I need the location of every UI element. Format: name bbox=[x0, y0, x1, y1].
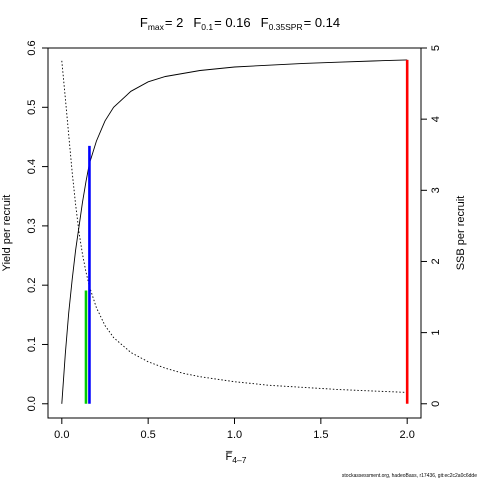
y-left-tick-label: 0.1 bbox=[26, 337, 38, 352]
y-left-tick-label: 0.5 bbox=[26, 100, 38, 115]
y-right-tick-label: 0 bbox=[430, 401, 442, 407]
y-left-tick-label: 0.0 bbox=[26, 396, 38, 411]
fmax-label: F bbox=[140, 15, 148, 30]
x-axis-subscript: 4–7 bbox=[232, 455, 246, 465]
y-left-tick-label: 0.2 bbox=[26, 278, 38, 293]
reference-lines-layer bbox=[84, 59, 409, 404]
fspr-label: F bbox=[261, 15, 269, 30]
y-right-tick-label: 4 bbox=[430, 116, 442, 122]
y-axis-left-title: Yield per recruit bbox=[1, 195, 13, 272]
x-tick-label: 1.5 bbox=[313, 429, 328, 441]
y-axis-right-title: SSB per recruit bbox=[455, 196, 467, 271]
curves-layer bbox=[61, 59, 408, 404]
axes-layer: 0.0 0.5 1.0 1.5 2.0 0.0 0.1 0.2 0.3 0.4 0.5 0.6 0 1 2 3… bbox=[26, 40, 442, 441]
y-right-tick-label: 2 bbox=[430, 258, 442, 264]
f01-label: F bbox=[193, 15, 201, 30]
x-axis-symbol: F̅ bbox=[225, 451, 233, 463]
chart-title: Fmax= 2 F0.1= 0.16 F0.35SPR= 0.14 bbox=[140, 15, 340, 32]
f01-value: = 0.16 bbox=[214, 15, 251, 30]
fspr-subscript: 0.35SPR bbox=[269, 22, 303, 32]
fspr-value: = 0.14 bbox=[304, 15, 341, 30]
y-left-tick-label: 0.3 bbox=[26, 218, 38, 233]
ssb-per-recruit-line bbox=[61, 60, 408, 393]
plot-frame bbox=[47, 47, 422, 419]
f01-subscript: 0.1 bbox=[201, 22, 213, 32]
x-tick-label: 1.0 bbox=[227, 429, 242, 441]
y-right-tick-label: 3 bbox=[430, 187, 442, 193]
y-right-tick-label: 1 bbox=[430, 330, 442, 336]
x-tick-label: 0.5 bbox=[141, 429, 156, 441]
yield-per-recruit-line bbox=[61, 59, 408, 404]
x-tick-label: 2.0 bbox=[400, 429, 415, 441]
x-tick-label: 0.0 bbox=[54, 429, 69, 441]
fmax-value: = 2 bbox=[165, 15, 183, 30]
fmax-subscript: max bbox=[148, 22, 165, 32]
y-left-tick-label: 0.6 bbox=[26, 40, 38, 55]
x-axis-title: F̅4–7 bbox=[225, 451, 247, 465]
footer-text: stockassessment.org, hadeoBass, r17436, … bbox=[342, 473, 477, 479]
y-left-tick-label: 0.4 bbox=[26, 159, 38, 174]
y-right-tick-label: 5 bbox=[430, 45, 442, 51]
